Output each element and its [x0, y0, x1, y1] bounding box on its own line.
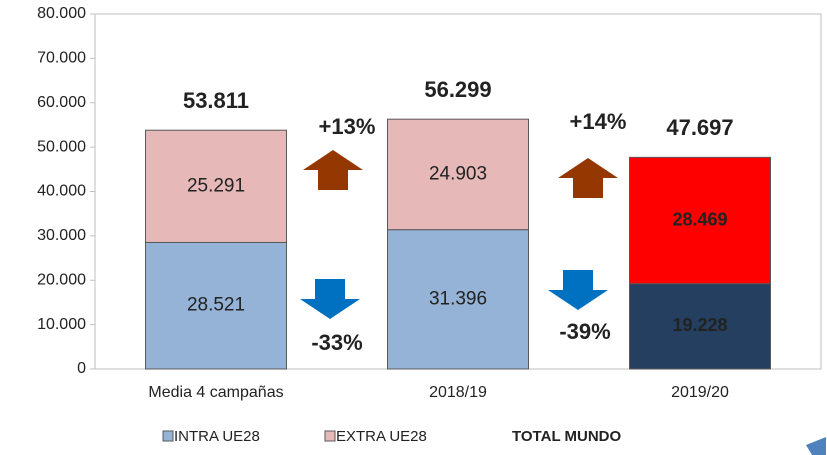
data-label: 31.396: [429, 288, 487, 309]
legend-label: INTRA UE28: [174, 428, 260, 445]
bar-segment: [629, 156, 771, 285]
y-tick-label: 0: [77, 360, 86, 377]
annotation: +14%: [570, 109, 627, 134]
annotation: -33%: [311, 330, 362, 355]
data-label: 24.903: [429, 163, 487, 184]
x-tick-label: 2019/20: [671, 384, 729, 401]
data-label: 25.291: [187, 175, 245, 196]
x-tick-label: 2018/19: [429, 384, 487, 401]
data-label: 19.228: [672, 315, 727, 335]
data-label: 28.521: [187, 295, 245, 316]
bar-segment: [145, 129, 287, 243]
y-tick-label: 50.000: [37, 138, 86, 155]
legend-swatch: [324, 430, 336, 442]
y-tick-label: 70.000: [37, 50, 86, 67]
y-tick-label: 20.000: [37, 271, 86, 288]
bar-segment: [145, 241, 287, 370]
arrow: [300, 279, 360, 319]
bar-segment: [629, 283, 771, 370]
y-tick-label: 10.000: [37, 316, 86, 333]
y-tick-label: 60.000: [37, 94, 86, 111]
x-tick-label: Media 4 campañas: [148, 384, 283, 401]
corner-icon: [806, 437, 826, 455]
legend-swatch: [162, 430, 174, 442]
legend-label: EXTRA UE28: [336, 428, 427, 445]
y-tick-label: 40.000: [37, 183, 86, 200]
total-label: 47.697: [666, 115, 733, 140]
annotation: +13%: [319, 114, 376, 139]
annotation: -39%: [559, 319, 610, 344]
bar-segment: [387, 118, 529, 231]
arrow: [548, 270, 608, 310]
total-label: 53.811: [183, 88, 249, 113]
total-label: 56.299: [424, 77, 491, 102]
arrow: [558, 158, 618, 198]
legend-label: TOTAL MUNDO: [512, 428, 621, 445]
y-tick-label: 30.000: [37, 227, 86, 244]
arrow: [303, 150, 363, 190]
y-tick-label: 80.000: [37, 5, 86, 22]
data-label: 28.469: [672, 209, 727, 229]
